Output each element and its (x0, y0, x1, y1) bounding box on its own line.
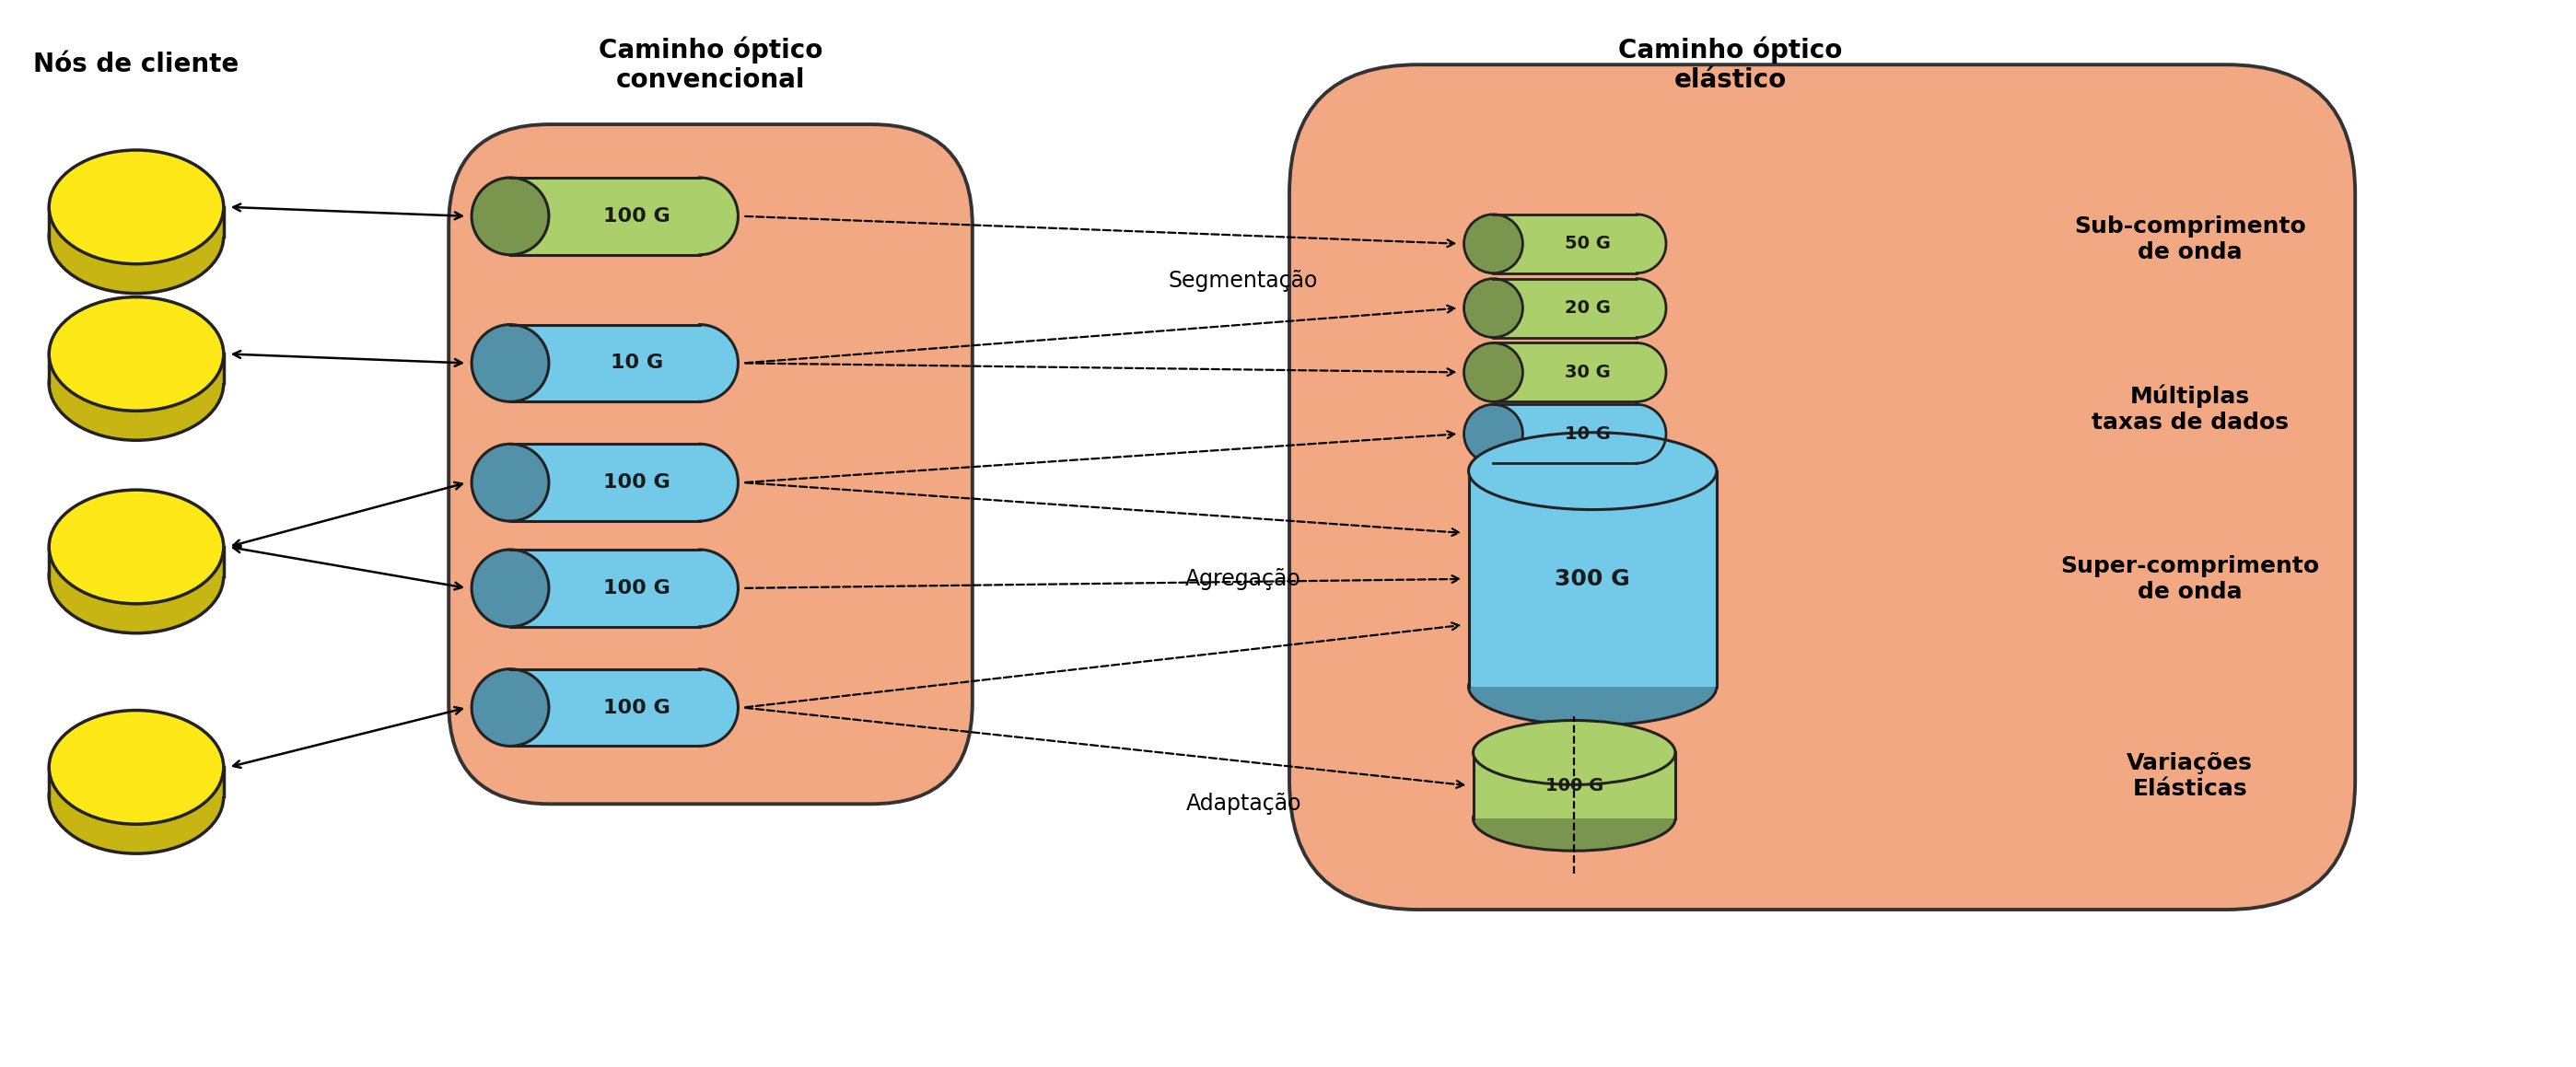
Ellipse shape (49, 739, 224, 854)
Polygon shape (1494, 214, 1636, 273)
Polygon shape (49, 767, 224, 797)
Text: Adaptação: Adaptação (1185, 793, 1301, 815)
Polygon shape (1494, 343, 1636, 401)
Ellipse shape (471, 669, 549, 746)
Ellipse shape (471, 324, 549, 401)
Text: Caminho óptico
elástico: Caminho óptico elástico (1618, 36, 1842, 93)
Text: Variações
Elásticas: Variações Elásticas (2128, 752, 2254, 800)
Ellipse shape (49, 520, 224, 633)
Ellipse shape (471, 669, 549, 746)
Ellipse shape (1463, 404, 1522, 463)
Polygon shape (1494, 404, 1636, 463)
Ellipse shape (1463, 343, 1522, 401)
Ellipse shape (662, 669, 739, 746)
Ellipse shape (49, 150, 224, 264)
FancyBboxPatch shape (448, 125, 971, 803)
Text: 30 G: 30 G (1566, 364, 1610, 381)
Text: 100 G: 100 G (603, 579, 670, 598)
Ellipse shape (471, 550, 549, 626)
Polygon shape (1473, 752, 1674, 818)
Ellipse shape (49, 711, 224, 824)
Ellipse shape (662, 324, 739, 401)
Polygon shape (510, 177, 701, 255)
Ellipse shape (1607, 343, 1667, 401)
Polygon shape (1494, 278, 1636, 337)
Text: 100 G: 100 G (1546, 777, 1602, 794)
Text: 100 G: 100 G (603, 698, 670, 717)
Ellipse shape (49, 327, 224, 441)
Ellipse shape (471, 177, 549, 255)
Text: Agregação: Agregação (1185, 568, 1301, 590)
Ellipse shape (471, 444, 549, 521)
Ellipse shape (1463, 343, 1522, 401)
Ellipse shape (662, 444, 739, 521)
Ellipse shape (49, 490, 224, 604)
Polygon shape (510, 324, 701, 401)
Text: Caminho óptico
convencional: Caminho óptico convencional (598, 36, 822, 93)
Ellipse shape (1468, 649, 1716, 726)
Ellipse shape (49, 297, 224, 411)
Ellipse shape (1473, 720, 1674, 784)
Polygon shape (1468, 471, 1716, 687)
Polygon shape (49, 207, 224, 237)
Ellipse shape (1463, 278, 1522, 337)
Text: Super-comprimento
de onda: Super-comprimento de onda (2061, 555, 2318, 603)
Text: 10 G: 10 G (1566, 425, 1610, 443)
Polygon shape (510, 444, 701, 521)
Ellipse shape (1607, 404, 1667, 463)
Text: 50 G: 50 G (1566, 235, 1610, 253)
Ellipse shape (471, 324, 549, 401)
Polygon shape (49, 546, 224, 576)
Ellipse shape (1463, 214, 1522, 273)
Ellipse shape (1463, 278, 1522, 337)
Text: Múltiplas
taxas de dados: Múltiplas taxas de dados (2092, 384, 2287, 433)
Ellipse shape (49, 179, 224, 293)
Polygon shape (510, 550, 701, 626)
Text: 20 G: 20 G (1566, 299, 1610, 317)
Text: 300 G: 300 G (1556, 568, 1631, 590)
Text: Sub-comprimento
de onda: Sub-comprimento de onda (2074, 216, 2306, 262)
Polygon shape (49, 354, 224, 383)
Ellipse shape (471, 550, 549, 626)
Text: 100 G: 100 G (603, 474, 670, 492)
Polygon shape (510, 669, 701, 746)
Ellipse shape (1463, 214, 1522, 273)
Text: Nós de cliente: Nós de cliente (33, 52, 240, 78)
Text: 10 G: 10 G (611, 354, 665, 372)
Ellipse shape (1607, 278, 1667, 337)
Ellipse shape (1607, 214, 1667, 273)
Ellipse shape (662, 550, 739, 626)
Ellipse shape (471, 177, 549, 255)
Text: Segmentação: Segmentação (1170, 270, 1319, 291)
Text: 100 G: 100 G (603, 207, 670, 225)
Ellipse shape (1468, 432, 1716, 510)
Ellipse shape (1463, 404, 1522, 463)
Ellipse shape (1473, 786, 1674, 850)
Ellipse shape (471, 444, 549, 521)
Ellipse shape (662, 177, 739, 255)
FancyBboxPatch shape (1291, 65, 2354, 909)
